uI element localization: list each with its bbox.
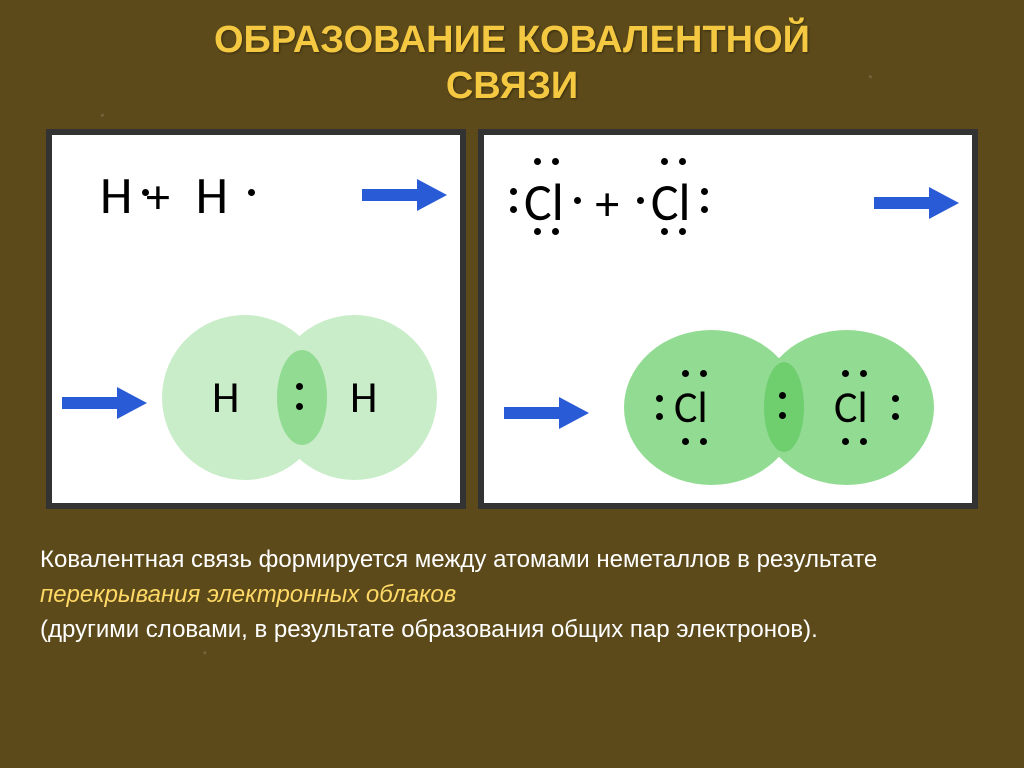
arrow-icon xyxy=(362,177,447,213)
atom-cl-left: Cl xyxy=(524,170,564,234)
atom-h-right: H xyxy=(196,163,228,227)
electron-dot xyxy=(510,206,517,213)
plus-sign: + xyxy=(146,167,170,226)
electron-dot xyxy=(534,158,541,165)
cl2-orbital-diagram: Cl Cl xyxy=(624,330,954,490)
h-reactants: H + H xyxy=(100,163,228,227)
electron-dot xyxy=(661,228,668,235)
h2-orbital-diagram: H H xyxy=(162,315,442,485)
cl-reactants: Cl + Cl xyxy=(524,170,691,234)
orbital-overlap xyxy=(764,362,804,452)
diagram-panels: H + H H H Cl xyxy=(0,119,1024,529)
electron-dot xyxy=(637,197,644,204)
electron-dot xyxy=(701,206,708,213)
electron-dot xyxy=(248,189,255,196)
electron-dot xyxy=(574,197,581,204)
atom-cl-right: Cl xyxy=(651,170,691,234)
electron-dot xyxy=(679,158,686,165)
atom-h-product-right: H xyxy=(350,370,377,424)
electron-dot xyxy=(661,158,668,165)
orbital-overlap xyxy=(277,350,327,445)
arrow-icon xyxy=(62,385,147,421)
atom-h-product-left: H xyxy=(212,370,239,424)
panel-hydrogen: H + H H H xyxy=(46,129,466,509)
atom-h-left: H xyxy=(100,163,132,227)
electron-dot xyxy=(679,228,686,235)
arrow-icon xyxy=(874,185,959,221)
arrow-icon xyxy=(504,395,589,431)
panel-chlorine: Cl + Cl xyxy=(478,129,978,509)
electron-dot xyxy=(552,158,559,165)
electron-dot xyxy=(701,188,708,195)
plus-sign: + xyxy=(595,174,619,233)
atom-cl-product-right: Cl xyxy=(834,380,868,434)
electron-dot xyxy=(510,188,517,195)
atom-cl-product-left: Cl xyxy=(674,380,708,434)
